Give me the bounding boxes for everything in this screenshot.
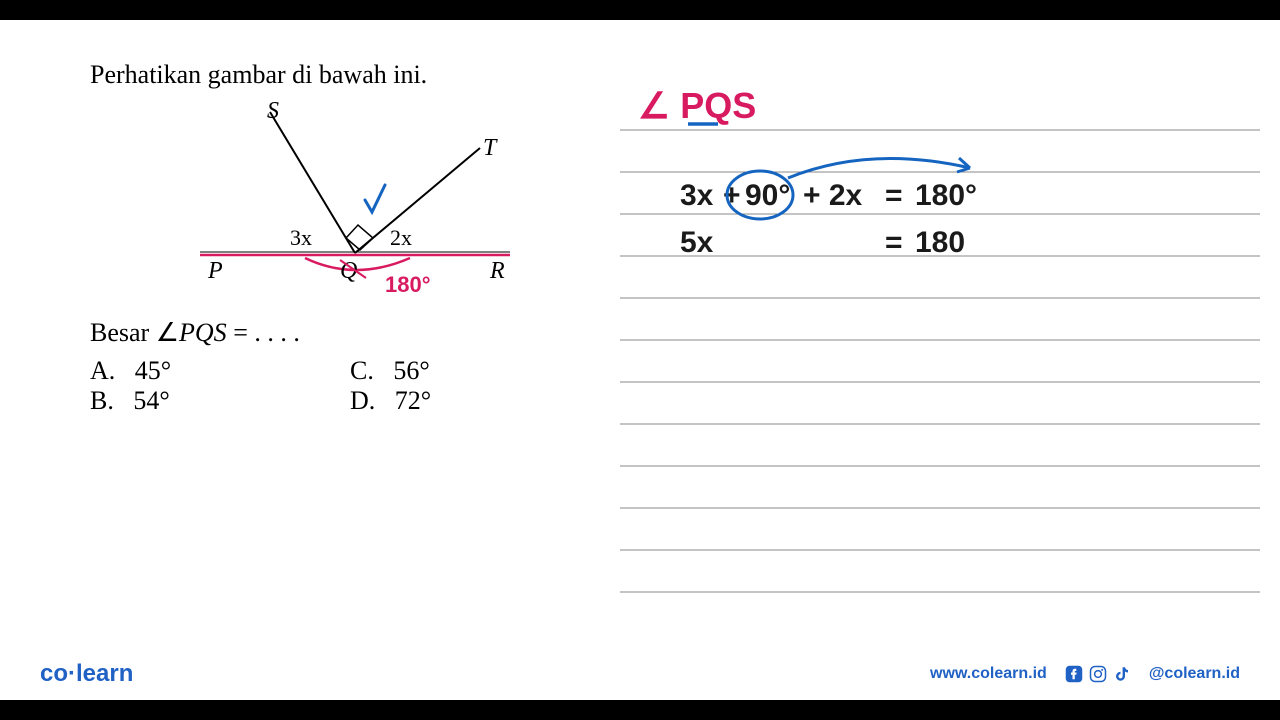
brand-logo: co·learn: [40, 660, 133, 688]
label-2x: 2x: [390, 225, 412, 250]
q-suffix: = . . . .: [227, 318, 300, 347]
label-T: T: [483, 135, 498, 161]
footer-handle: @colearn.id: [1149, 665, 1240, 683]
label-180: 180°: [385, 272, 431, 297]
eq2-lhs: 5x: [680, 226, 714, 259]
footer-bar: co·learn www.colearn.id @colearn.id: [40, 660, 1240, 688]
work-title: ∠ PQS: [638, 85, 756, 126]
problem-panel: Perhatikan gambar di bawah ini. S T: [90, 60, 600, 416]
instruction-text: Perhatikan gambar di bawah ini.: [90, 60, 600, 90]
social-icons: [1065, 665, 1131, 683]
logo-b: learn: [76, 660, 133, 687]
label-P: P: [207, 258, 223, 284]
option-C-value: 56°: [393, 356, 429, 385]
working-panel: ∠ PQS 3x + 90° + 2x = 180° 5x = 180: [620, 70, 1260, 635]
options-block: A. 45° C. 56° B. 54° D. 72°: [90, 356, 600, 416]
logo-dot: ·: [68, 660, 76, 687]
option-B-value: 54°: [133, 386, 169, 415]
arc-180: [305, 258, 410, 270]
option-C: C. 56°: [350, 356, 550, 386]
option-A-value: 45°: [135, 356, 171, 385]
ray-qt: [355, 148, 480, 253]
label-R: R: [489, 258, 505, 284]
q-prefix: Besar ∠: [90, 318, 179, 347]
eq1-plus2x: + 2x: [803, 179, 863, 212]
q-symbol: PQS: [179, 318, 227, 347]
option-D-value: 72°: [395, 386, 431, 415]
option-B: B. 54°: [90, 386, 350, 416]
facebook-icon: [1065, 665, 1083, 683]
eq1-rhs: 180°: [915, 179, 977, 212]
arrow-curve: [788, 159, 970, 178]
eq1-3x: 3x: [680, 179, 714, 212]
tiktok-icon: [1113, 665, 1131, 683]
check-icon: [365, 185, 385, 212]
geometry-diagram: S T P Q R 3x 2x 180°: [190, 100, 520, 310]
eq1-90: 90°: [745, 179, 790, 212]
footer-url: www.colearn.id: [930, 665, 1047, 683]
label-S: S: [267, 100, 279, 124]
eq1-eq: =: [885, 179, 903, 212]
label-3x: 3x: [290, 225, 312, 250]
option-D: D. 72°: [350, 386, 550, 416]
option-A: A. 45°: [90, 356, 350, 386]
instagram-icon: [1089, 665, 1107, 683]
logo-a: co: [40, 660, 68, 687]
question-text: Besar ∠PQS = . . . .: [90, 318, 600, 348]
ray-qs: [270, 112, 355, 253]
eq2-rhs: 180: [915, 226, 965, 259]
eq2-eq: =: [885, 226, 903, 259]
